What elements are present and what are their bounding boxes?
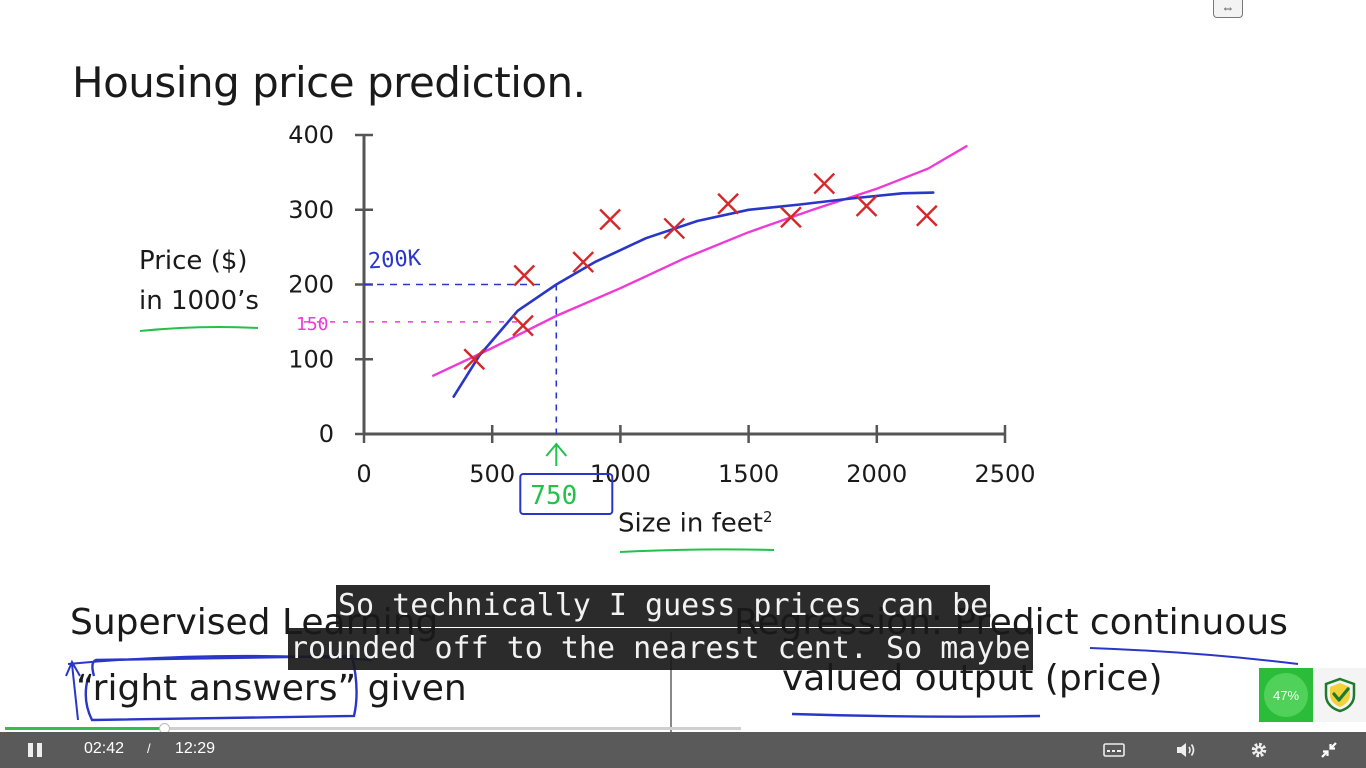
data-point xyxy=(813,172,836,195)
progress-bar[interactable] xyxy=(5,723,741,734)
extension-percent-value: 47% xyxy=(1264,673,1308,717)
pause-icon[interactable] xyxy=(20,732,50,768)
extension-badge[interactable]: 47% xyxy=(1259,668,1366,722)
data-point xyxy=(915,204,938,227)
caption-line-2: rounded off to the nearest cent. So mayb… xyxy=(288,628,1033,670)
current-time: 02:42 xyxy=(84,740,125,757)
data-point xyxy=(717,192,739,215)
annotation-750-box xyxy=(519,473,614,515)
x-tick-label: 2000 xyxy=(846,460,907,488)
x-tick-label: 0 xyxy=(356,460,371,488)
y-tick-label: 400 xyxy=(288,121,334,149)
data-point xyxy=(463,348,486,371)
y-axis-label: Price ($) xyxy=(139,246,248,276)
x-tick-label: 500 xyxy=(469,460,515,488)
y-tick-label: 200 xyxy=(288,271,334,299)
annotation-150: 150 xyxy=(296,314,329,335)
data-point xyxy=(663,217,686,240)
progress-bar-fill xyxy=(5,727,165,730)
xlabel-underline xyxy=(619,548,775,553)
x-tick-label: 1500 xyxy=(718,460,779,488)
expand-toggle-button[interactable]: ⇔ xyxy=(1213,0,1243,18)
valued-output-underline xyxy=(791,712,1041,718)
right-answers-arrow xyxy=(65,659,81,721)
data-point xyxy=(599,208,621,231)
exit-fullscreen-icon[interactable] xyxy=(1315,732,1343,768)
housing-price-chart: 0 500 1000 1500 2000 25000100200300400200K150… xyxy=(65,121,1299,732)
linear-fit-line xyxy=(432,145,968,377)
right-answers-circle xyxy=(84,654,358,722)
y-tick-label: 100 xyxy=(288,345,334,373)
shield-check-icon[interactable] xyxy=(1313,668,1366,722)
x-axis-label-text: Size in feet xyxy=(618,508,763,539)
right-answers-text: “right answers” given xyxy=(76,668,467,709)
duration: 12:29 xyxy=(175,740,216,757)
x-tick-label: 2500 xyxy=(974,460,1035,488)
data-point xyxy=(572,251,595,273)
y-axis-label-units: in 1000’s xyxy=(139,286,259,316)
gear-icon[interactable] xyxy=(1245,732,1273,768)
quadratic-fit-curve xyxy=(452,191,935,398)
data-point xyxy=(780,206,802,229)
x-axis-label: Size in feet2 xyxy=(618,508,773,539)
data-point xyxy=(855,195,878,217)
data-point xyxy=(513,264,536,287)
time-separator: / xyxy=(147,741,151,756)
annotation-200k: 200K xyxy=(367,246,422,275)
captions-icon[interactable] xyxy=(1100,732,1128,768)
volume-icon[interactable] xyxy=(1172,732,1200,768)
x-axis-label-exponent: 2 xyxy=(762,508,773,526)
slide-title: Housing price prediction. xyxy=(72,58,586,107)
caption-line-1: So technically I guess prices can be xyxy=(336,585,991,627)
y-tick-label: 300 xyxy=(288,196,334,224)
extension-percent[interactable]: 47% xyxy=(1259,668,1313,722)
player-controls: 02:42 / 12:29 xyxy=(0,732,1366,768)
ylabel-underline xyxy=(139,326,259,332)
continuous-underline xyxy=(1089,647,1299,665)
lecture-slide: Housing price prediction. Price ($) in 1… xyxy=(65,58,1299,732)
annotation-750: 750 xyxy=(530,481,577,511)
data-point xyxy=(512,314,534,337)
y-tick-label: 0 xyxy=(319,420,334,448)
annotation-arrow xyxy=(545,442,568,466)
